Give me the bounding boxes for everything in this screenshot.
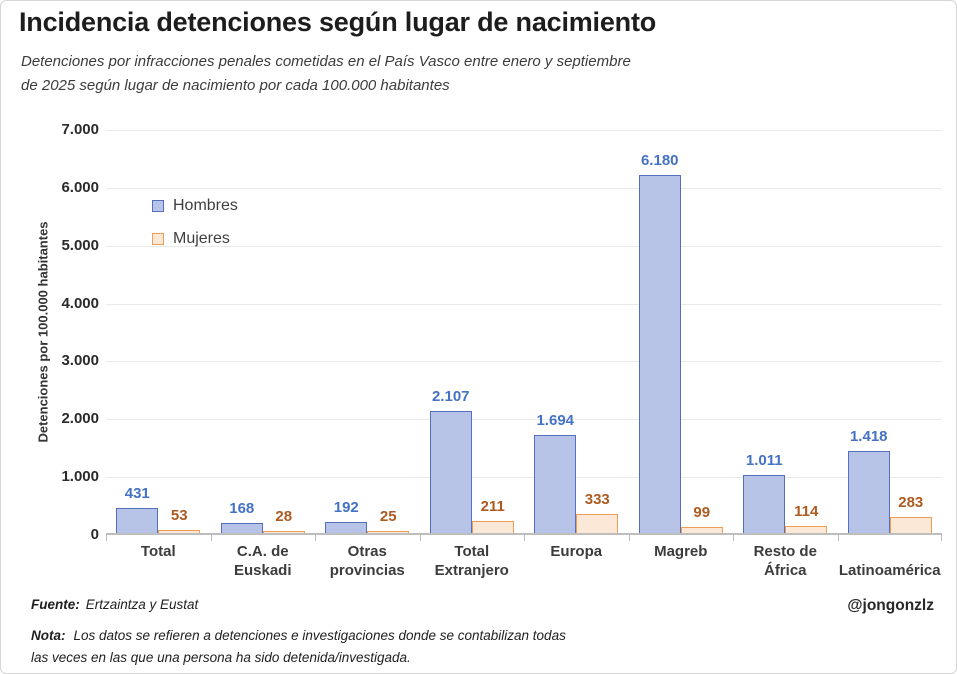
bar-hombres-4 — [429, 411, 472, 533]
bar-mujeres-3 — [367, 531, 410, 533]
bar-mujeres-4 — [471, 521, 514, 533]
legend-label-mujeres: Mujeres — [173, 230, 230, 247]
x-axis-tick — [733, 535, 734, 541]
gridline — [106, 477, 942, 479]
source-note: Fuente: Ertzaintza y Eustat — [31, 597, 198, 612]
gridline — [106, 419, 942, 421]
footnote-label: Nota: — [31, 628, 66, 643]
x-axis-label-6: Magreb — [654, 543, 708, 560]
x-axis-tick — [419, 535, 421, 541]
x-axis-label-2: C.A. de Euskadi — [233, 543, 292, 579]
gridline — [106, 361, 942, 363]
author-handle: @jongonzlz — [847, 597, 934, 614]
x-axis-tick — [837, 535, 839, 541]
legend-label-hombres: Hombres — [173, 197, 238, 214]
x-axis-tick — [941, 535, 942, 541]
hombres-swatch-icon — [152, 200, 164, 212]
legend-item-mujeres: Mujeres — [152, 229, 238, 249]
gridline — [106, 245, 942, 247]
x-axis-tick — [106, 535, 107, 541]
footnote-line-1: Nota: Los datos se refieren a detenciones… — [31, 628, 566, 643]
bar-mujeres-2 — [262, 531, 305, 533]
bar-value-label: 1.694 — [536, 412, 575, 429]
x-axis-label-3: Otras provincias — [329, 543, 405, 579]
bar-value-label: 25 — [379, 508, 397, 525]
x-axis-label-7: Resto de África — [753, 543, 817, 579]
bar-hombres-1 — [116, 508, 159, 533]
bar-value-label: 168 — [229, 500, 255, 517]
bar-value-label: 192 — [333, 499, 359, 516]
bar-value-label: 1.011 — [745, 452, 783, 469]
chart-subtitle-line-1: Detenciones por infracciones penales com… — [21, 53, 631, 70]
y-tick-label: 7.000 — [61, 121, 99, 138]
y-tick-label: 2.000 — [61, 410, 99, 428]
x-axis-tick — [315, 535, 316, 541]
bar-hombres-3 — [325, 522, 368, 533]
bar-value-label: 431 — [124, 485, 150, 502]
bar-value-label: 283 — [898, 494, 924, 511]
gridline — [106, 303, 942, 305]
source-label: Fuente: — [31, 597, 80, 612]
chart-subtitle: Detenciones por infracciones penales com… — [21, 50, 631, 98]
bar-value-label: 53 — [170, 507, 188, 524]
bar-value-label: 114 — [794, 503, 819, 520]
bar-hombres-6 — [638, 175, 681, 533]
bar-mujeres-1 — [158, 530, 201, 533]
footnote: Nota: Los datos se refieren a detenciones… — [31, 625, 566, 669]
bar-mujeres-8 — [889, 517, 932, 533]
bar-hombres-8 — [847, 451, 890, 533]
chart-subtitle-line-2: de 2025 según lugar de nacimiento por ca… — [21, 77, 450, 94]
y-tick-label: 4.000 — [61, 294, 99, 312]
bar-mujeres-6 — [680, 527, 723, 533]
x-axis-label-4: Total Extranjero — [434, 543, 509, 579]
bar-value-label: 1.418 — [849, 428, 888, 445]
legend: Hombres Mujeres — [152, 196, 238, 262]
x-axis-label-1: Total — [140, 543, 176, 560]
bar-hombres-2 — [220, 523, 263, 533]
x-axis-label-8: Latinoamérica — [838, 562, 941, 579]
bar-value-label: 211 — [480, 498, 505, 515]
gridline — [106, 130, 942, 131]
y-tick-label: 5.000 — [61, 236, 99, 254]
bar-value-label: 333 — [584, 491, 610, 508]
bar-mujeres-7 — [785, 526, 828, 533]
legend-item-hombres: Hombres — [152, 196, 238, 216]
source-text: Ertzaintza y Eustat — [85, 597, 199, 612]
bar-hombres-5 — [534, 435, 577, 533]
bar-value-label: 2.107 — [431, 388, 470, 405]
x-axis-label-5: Europa — [550, 543, 603, 560]
y-tick-label: 0 — [90, 526, 99, 543]
plot-area: Hombres Mujeres 431 53 168 28 192 25 2.107 211 1… — [106, 130, 942, 541]
bar-value-label: 28 — [275, 508, 293, 525]
bar-value-label: 6.180 — [640, 152, 679, 169]
y-tick-label: 1.000 — [61, 468, 99, 486]
y-tick-label: 6.000 — [61, 178, 99, 196]
x-axis-tick — [628, 535, 630, 541]
y-tick-label: 3.000 — [61, 352, 99, 370]
x-axis-tick — [210, 535, 212, 541]
footnote-line-2: las veces en las que una persona ha sido… — [31, 650, 411, 665]
gridline — [106, 187, 942, 189]
x-axis-tick — [524, 535, 525, 541]
page-title: Incidencia detenciones según lugar de na… — [19, 7, 657, 37]
bar-mujeres-5 — [576, 514, 619, 533]
bar-value-label: 99 — [693, 504, 711, 521]
mujeres-swatch-icon — [152, 233, 164, 245]
bar-hombres-7 — [743, 475, 786, 533]
